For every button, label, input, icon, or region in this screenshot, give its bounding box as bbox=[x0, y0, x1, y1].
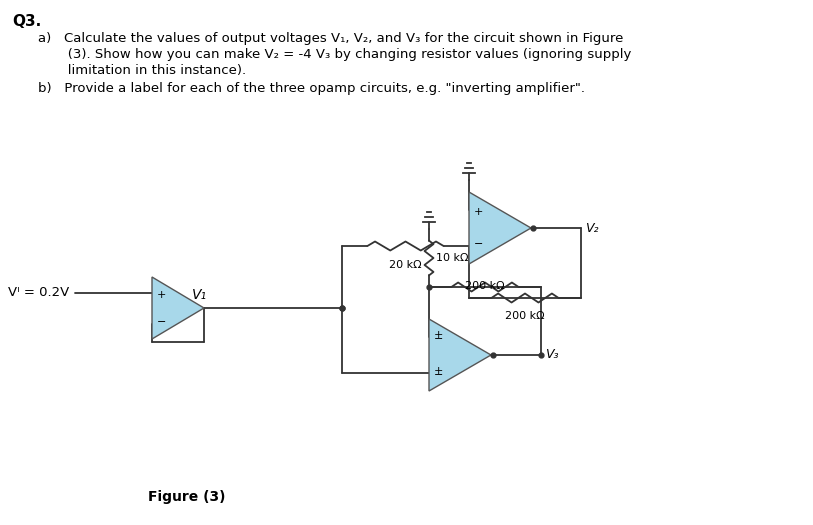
Polygon shape bbox=[152, 277, 204, 339]
Text: V₂: V₂ bbox=[585, 222, 598, 235]
Text: V₃: V₃ bbox=[545, 349, 559, 362]
Text: 20 kΩ: 20 kΩ bbox=[389, 260, 422, 270]
Text: +: + bbox=[434, 366, 443, 376]
Text: limitation in this instance).: limitation in this instance). bbox=[38, 64, 246, 77]
Text: −: − bbox=[434, 370, 443, 380]
Text: Figure (3): Figure (3) bbox=[148, 490, 225, 504]
Text: −: − bbox=[474, 239, 484, 249]
Text: +: + bbox=[434, 330, 443, 340]
Text: −: − bbox=[157, 317, 167, 327]
Text: V₁: V₁ bbox=[192, 288, 207, 302]
Text: 200 kΩ: 200 kΩ bbox=[505, 311, 545, 321]
Text: +: + bbox=[474, 207, 484, 217]
Text: −: − bbox=[434, 334, 443, 344]
Text: 200 kΩ: 200 kΩ bbox=[465, 281, 505, 291]
Text: +: + bbox=[157, 289, 167, 299]
Polygon shape bbox=[469, 192, 531, 264]
Text: (3). Show how you can make V₂ = -4 V₃ by changing resistor values (ignoring supp: (3). Show how you can make V₂ = -4 V₃ by… bbox=[38, 48, 632, 61]
Text: Q3.: Q3. bbox=[12, 14, 41, 29]
Polygon shape bbox=[429, 319, 491, 391]
Text: b)   Provide a label for each of the three opamp circuits, e.g. "inverting ampli: b) Provide a label for each of the three… bbox=[38, 82, 585, 95]
Text: a)   Calculate the values of output voltages V₁, V₂, and V₃ for the circuit show: a) Calculate the values of output voltag… bbox=[38, 32, 624, 45]
Text: 10 kΩ: 10 kΩ bbox=[436, 253, 468, 263]
Text: Vᴵ = 0.2V: Vᴵ = 0.2V bbox=[8, 286, 69, 299]
